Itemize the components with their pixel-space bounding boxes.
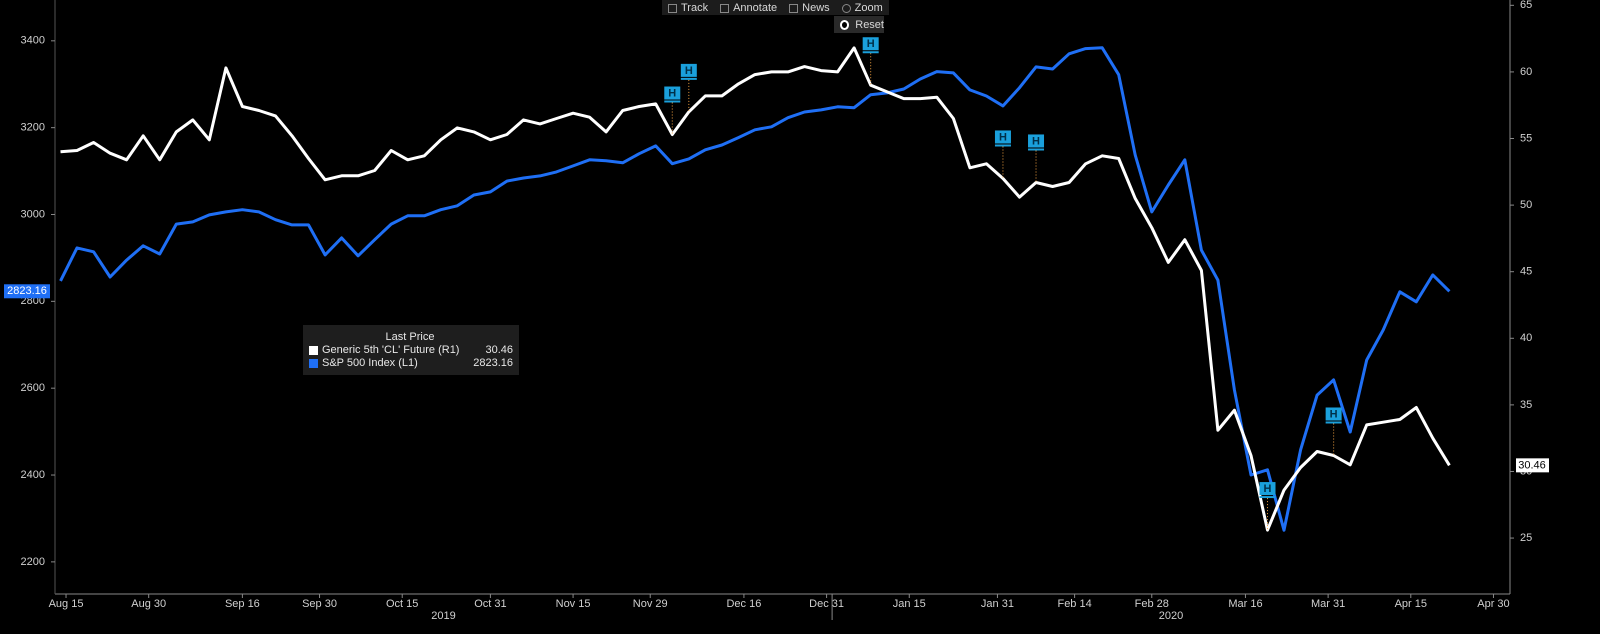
x-tick-label: Feb 28 [1135, 598, 1169, 610]
y-tick-label: 2200 [21, 556, 45, 568]
annotation[interactable]: H [1325, 407, 1342, 456]
annotation-box [1028, 134, 1045, 148]
x-tick-label: Apr 30 [1477, 598, 1509, 610]
series-line [59, 46, 1451, 532]
legend-swatch [309, 346, 318, 355]
x-tick-label: Mar 16 [1228, 598, 1262, 610]
series-line [60, 46, 1451, 532]
button-label: News [802, 2, 830, 14]
annotation[interactable]: H [664, 86, 681, 135]
y-tick-label: 2400 [21, 469, 45, 481]
legend-value: 2823.16 [473, 357, 513, 369]
toolbar: Track Annotate News Zoom [662, 0, 889, 15]
y-tick-label: 3200 [21, 122, 45, 134]
legend-box [303, 325, 519, 375]
annotation[interactable]: H [680, 63, 697, 112]
annotation[interactable]: H [1259, 482, 1276, 531]
annotation-label: H [685, 65, 693, 77]
zoom-button[interactable]: Zoom [836, 0, 889, 15]
button-label: Annotate [733, 2, 778, 14]
last-value-label: 30.46 [1518, 459, 1546, 471]
legend-label: Generic 5th 'CL' Future (R1) [322, 344, 459, 356]
annotation-box [664, 86, 681, 100]
x-tick-label: Nov 15 [556, 598, 591, 610]
year-label: 2019 [431, 610, 455, 622]
x-tick-label: Feb 14 [1057, 598, 1091, 610]
y-tick-label: 3000 [21, 208, 45, 220]
annotation-label: H [668, 87, 676, 99]
y2-tick-label: 40 [1520, 332, 1532, 344]
x-tick-label: Oct 15 [386, 598, 418, 610]
legend-title: Last Price [386, 331, 435, 343]
legend-label: S&P 500 Index (L1) [322, 357, 418, 369]
legend-swatch [309, 359, 318, 368]
year-label: 2020 [1159, 610, 1183, 622]
x-tick-label: Aug 15 [49, 598, 84, 610]
annotation-box [1259, 482, 1276, 496]
annotate-button[interactable]: Annotate [714, 0, 783, 15]
x-tick-label: Dec 31 [809, 598, 844, 610]
annotation-box [1325, 407, 1342, 421]
y2-tick-label: 50 [1520, 199, 1532, 211]
annotation[interactable]: H [1028, 134, 1045, 183]
y2-tick-label: 60 [1520, 66, 1532, 78]
annotation-label: H [1032, 135, 1040, 147]
annotation-box [862, 37, 879, 51]
y2-tick-label: 55 [1520, 132, 1532, 144]
button-label: Zoom [854, 2, 883, 14]
last-value-label: 2823.16 [7, 285, 47, 297]
x-tick-label: Aug 30 [131, 598, 166, 610]
y-tick-label: 3400 [21, 35, 45, 47]
x-tick-label: Sep 16 [225, 598, 260, 610]
y2-tick-label: 45 [1520, 266, 1532, 278]
annotation-box [994, 130, 1011, 144]
news-button[interactable]: News [783, 0, 836, 15]
annotation-label: H [1264, 483, 1272, 495]
x-tick-label: Oct 31 [474, 598, 506, 610]
last-value-tag [4, 284, 50, 299]
x-tick-label: Jan 15 [893, 598, 926, 610]
x-tick-label: Nov 29 [633, 598, 668, 610]
button-label: Reset [855, 18, 884, 31]
x-tick-label: Apr 15 [1395, 598, 1427, 610]
last-value-tag [1516, 458, 1549, 473]
x-tick-label: Jan 31 [981, 598, 1014, 610]
annotation[interactable]: H [994, 130, 1011, 179]
x-tick-label: Mar 31 [1311, 598, 1345, 610]
annotation[interactable]: H [862, 37, 879, 86]
x-tick-label: Dec 16 [726, 598, 761, 610]
y-tick-label: 2600 [21, 382, 45, 394]
annotation-box [680, 63, 697, 77]
annotation-label: H [867, 38, 875, 50]
annotation-label: H [999, 131, 1007, 143]
legend-value: 30.46 [485, 344, 513, 356]
y2-tick-label: 65 [1520, 0, 1532, 11]
y2-tick-label: 25 [1520, 532, 1532, 544]
y2-tick-label: 35 [1520, 399, 1532, 411]
button-label: Track [681, 2, 709, 14]
reset-button[interactable]: Reset [834, 16, 884, 33]
track-button[interactable]: Track [662, 0, 714, 15]
x-tick-label: Sep 30 [302, 598, 337, 610]
annotation-label: H [1330, 408, 1338, 420]
